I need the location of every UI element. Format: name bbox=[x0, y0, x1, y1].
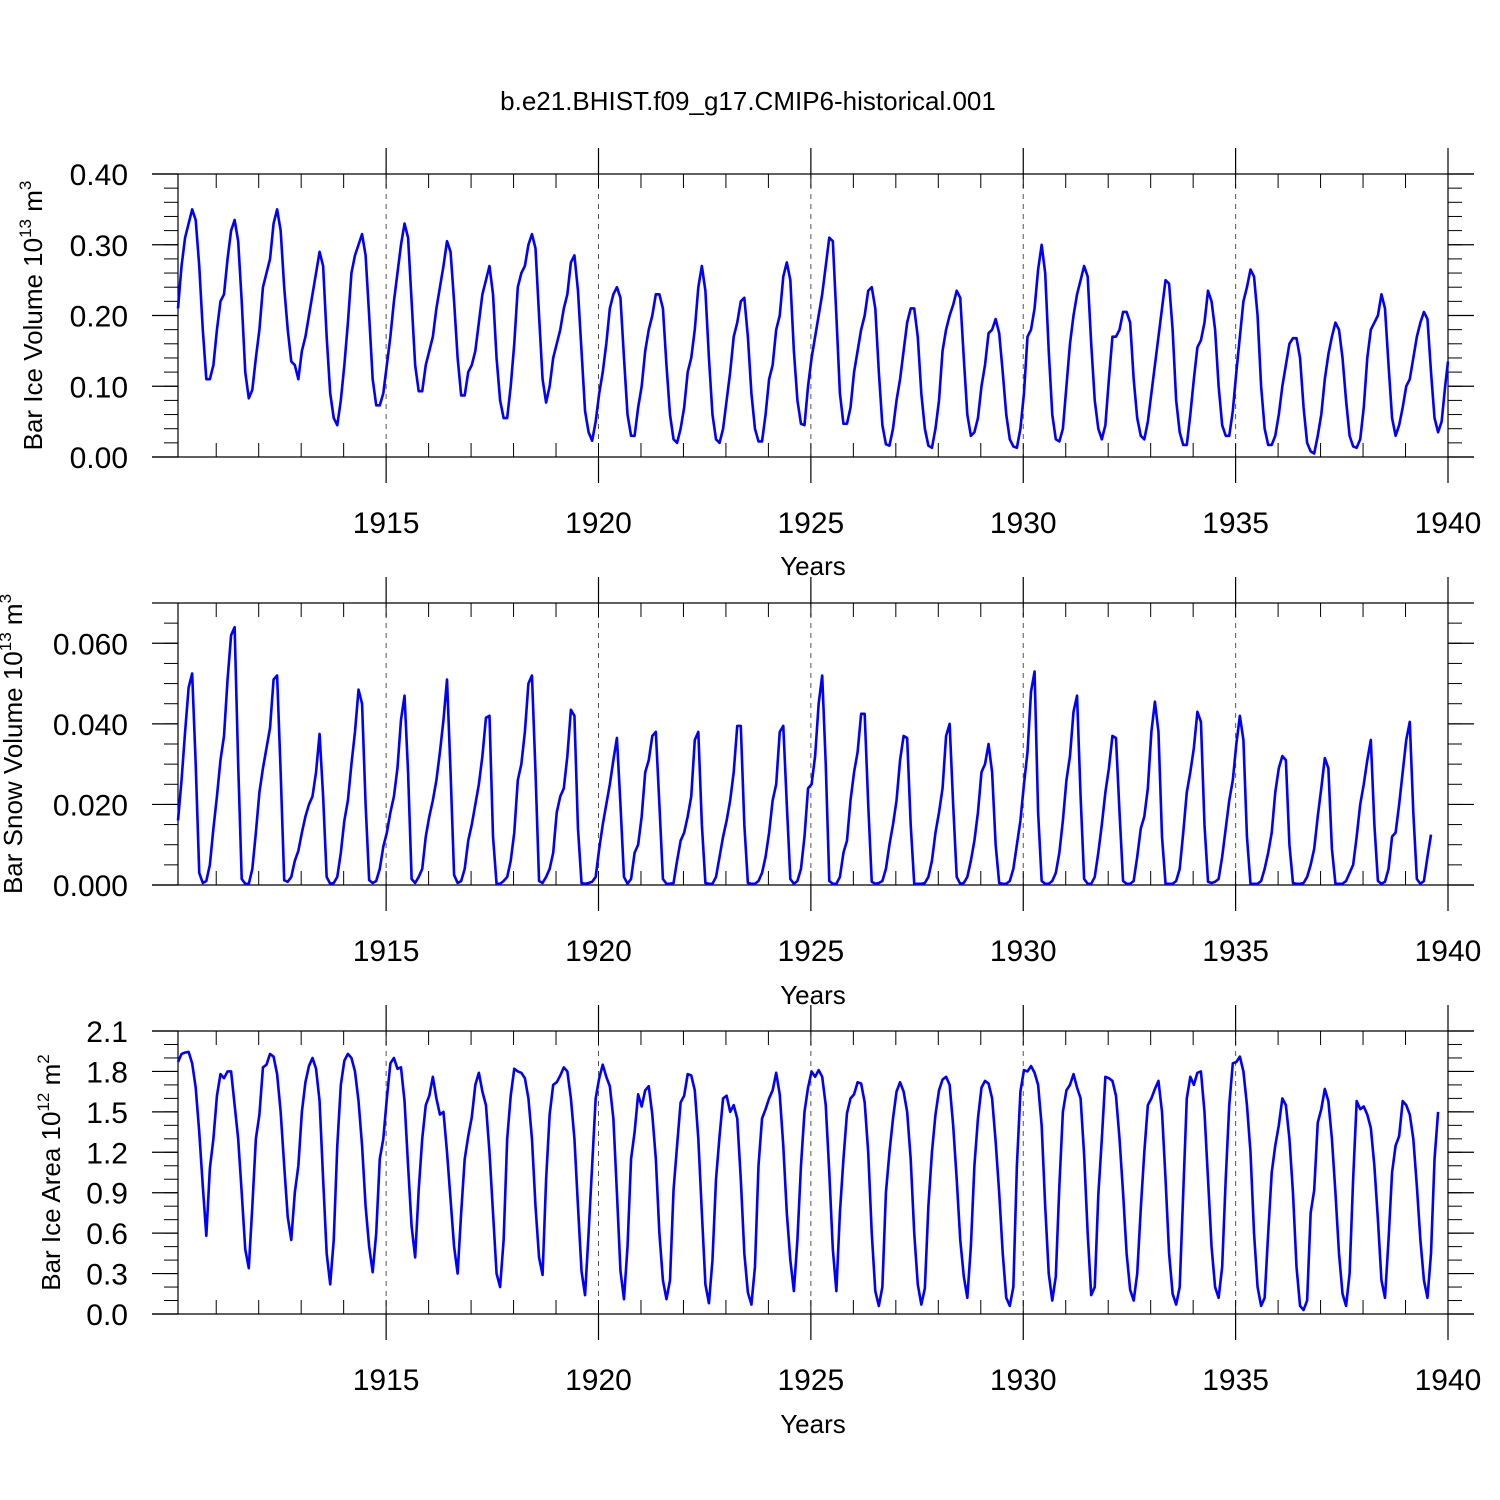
y-axis-label: Bar Ice Volume 1013 m3 bbox=[16, 181, 48, 451]
figure-title: b.e21.BHIST.f09_g17.CMIP6-historical.001 bbox=[500, 86, 996, 116]
y-tick-label: 0.000 bbox=[53, 870, 128, 903]
x-tick-label: 1915 bbox=[353, 1364, 420, 1397]
y-tick-label: 0.0 bbox=[86, 1299, 128, 1332]
x-tick-label: 1935 bbox=[1202, 507, 1269, 540]
x-tick-label: 1920 bbox=[565, 1364, 632, 1397]
y-tick-label: 0.30 bbox=[70, 230, 128, 263]
y-tick-label: 0.00 bbox=[70, 442, 128, 475]
x-tick-label: 1925 bbox=[778, 507, 845, 540]
y-axis-label: Bar Ice Area 1012 m2 bbox=[34, 1054, 66, 1291]
x-tick-label: 1920 bbox=[565, 935, 632, 968]
x-tick-label: 1940 bbox=[1415, 935, 1482, 968]
x-tick-label: 1930 bbox=[990, 1364, 1057, 1397]
x-tick-label: 1915 bbox=[353, 935, 420, 968]
x-tick-label: 1930 bbox=[990, 507, 1057, 540]
y-tick-label: 1.5 bbox=[86, 1097, 128, 1130]
y-tick-label: 0.3 bbox=[86, 1259, 128, 1292]
series-line bbox=[176, 1050, 1440, 1312]
y-tick-label: 1.2 bbox=[86, 1137, 128, 1170]
y-tick-label: 0.40 bbox=[70, 159, 128, 192]
x-axis-label: Years bbox=[780, 1409, 846, 1439]
y-tick-label: 0.040 bbox=[53, 709, 128, 742]
x-axis-label: Years bbox=[780, 551, 846, 581]
y-tick-label: 1.8 bbox=[86, 1056, 128, 1089]
x-tick-label: 1920 bbox=[565, 507, 632, 540]
x-tick-label: 1925 bbox=[778, 935, 845, 968]
y-tick-label: 0.9 bbox=[86, 1178, 128, 1211]
y-tick-label: 2.1 bbox=[86, 1016, 128, 1049]
y-axis-label: Bar Snow Volume 1013 m3 bbox=[0, 594, 28, 894]
y-tick-label: 0.060 bbox=[53, 628, 128, 661]
y-tick-label: 0.10 bbox=[70, 371, 128, 404]
x-tick-label: 1935 bbox=[1202, 1364, 1269, 1397]
x-tick-label: 1940 bbox=[1415, 507, 1482, 540]
x-tick-label: 1925 bbox=[778, 1364, 845, 1397]
x-tick-label: 1935 bbox=[1202, 935, 1269, 968]
x-axis-label: Years bbox=[780, 980, 846, 1010]
series-line bbox=[176, 208, 1450, 455]
y-tick-label: 0.20 bbox=[70, 301, 128, 334]
panel-snow-volume: 0.000 0.020 0.040 0.060 1915 1920 1925 1930 1935… bbox=[0, 577, 1481, 1010]
x-tick-label: 1915 bbox=[353, 507, 420, 540]
y-tick-label: 0.020 bbox=[53, 789, 128, 822]
y-tick-label: 0.6 bbox=[86, 1218, 128, 1251]
series-line bbox=[176, 625, 1433, 886]
panel-ice-volume: 0.00 0.10 0.20 0.30 0.40 1915 1920 1925 1930 1935… bbox=[16, 148, 1481, 581]
x-tick-label: 1930 bbox=[990, 935, 1057, 968]
x-tick-label: 1940 bbox=[1415, 1364, 1482, 1397]
panel-ice-area: 0.0 0.3 0.6 0.9 1.2 1.5 1.8 2.1 1915 1920 1925 1930… bbox=[34, 1005, 1481, 1439]
